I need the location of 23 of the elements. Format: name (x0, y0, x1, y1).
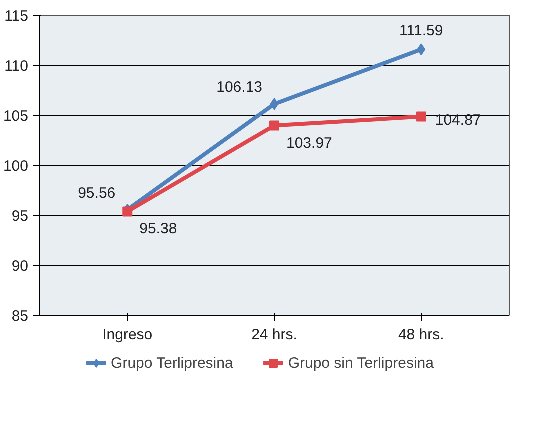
x-tick-label: 48 hrs. (398, 326, 444, 344)
x-tick-label: Ingreso (102, 326, 153, 344)
point (417, 44, 426, 56)
legend-label: Grupo sin Terlipresina (288, 354, 434, 372)
point (270, 120, 280, 131)
y-tick-label: 110 (4, 58, 29, 75)
point (416, 112, 426, 122)
point (122, 206, 133, 217)
x-tick-label: 24 hrs. (252, 326, 298, 344)
data-label: 95.56 (78, 184, 116, 202)
data-label: 111.59 (400, 22, 444, 40)
y-tick-label: 90 (12, 258, 29, 275)
data-label: 103.97 (286, 134, 332, 152)
y-tick-label: 85 (12, 308, 29, 325)
data-label: 95.38 (140, 220, 178, 238)
legend-label: Grupo Terlipresina (111, 354, 234, 372)
y-tick-label: 105 (3, 108, 29, 125)
y-tick-label: 115 (4, 8, 29, 25)
data-label: 106.13 (216, 79, 263, 96)
point (270, 98, 279, 110)
y-tick-label: 100 (3, 158, 29, 175)
y-tick-label: 95 (12, 208, 29, 225)
data-label: 104.87 (435, 112, 482, 129)
